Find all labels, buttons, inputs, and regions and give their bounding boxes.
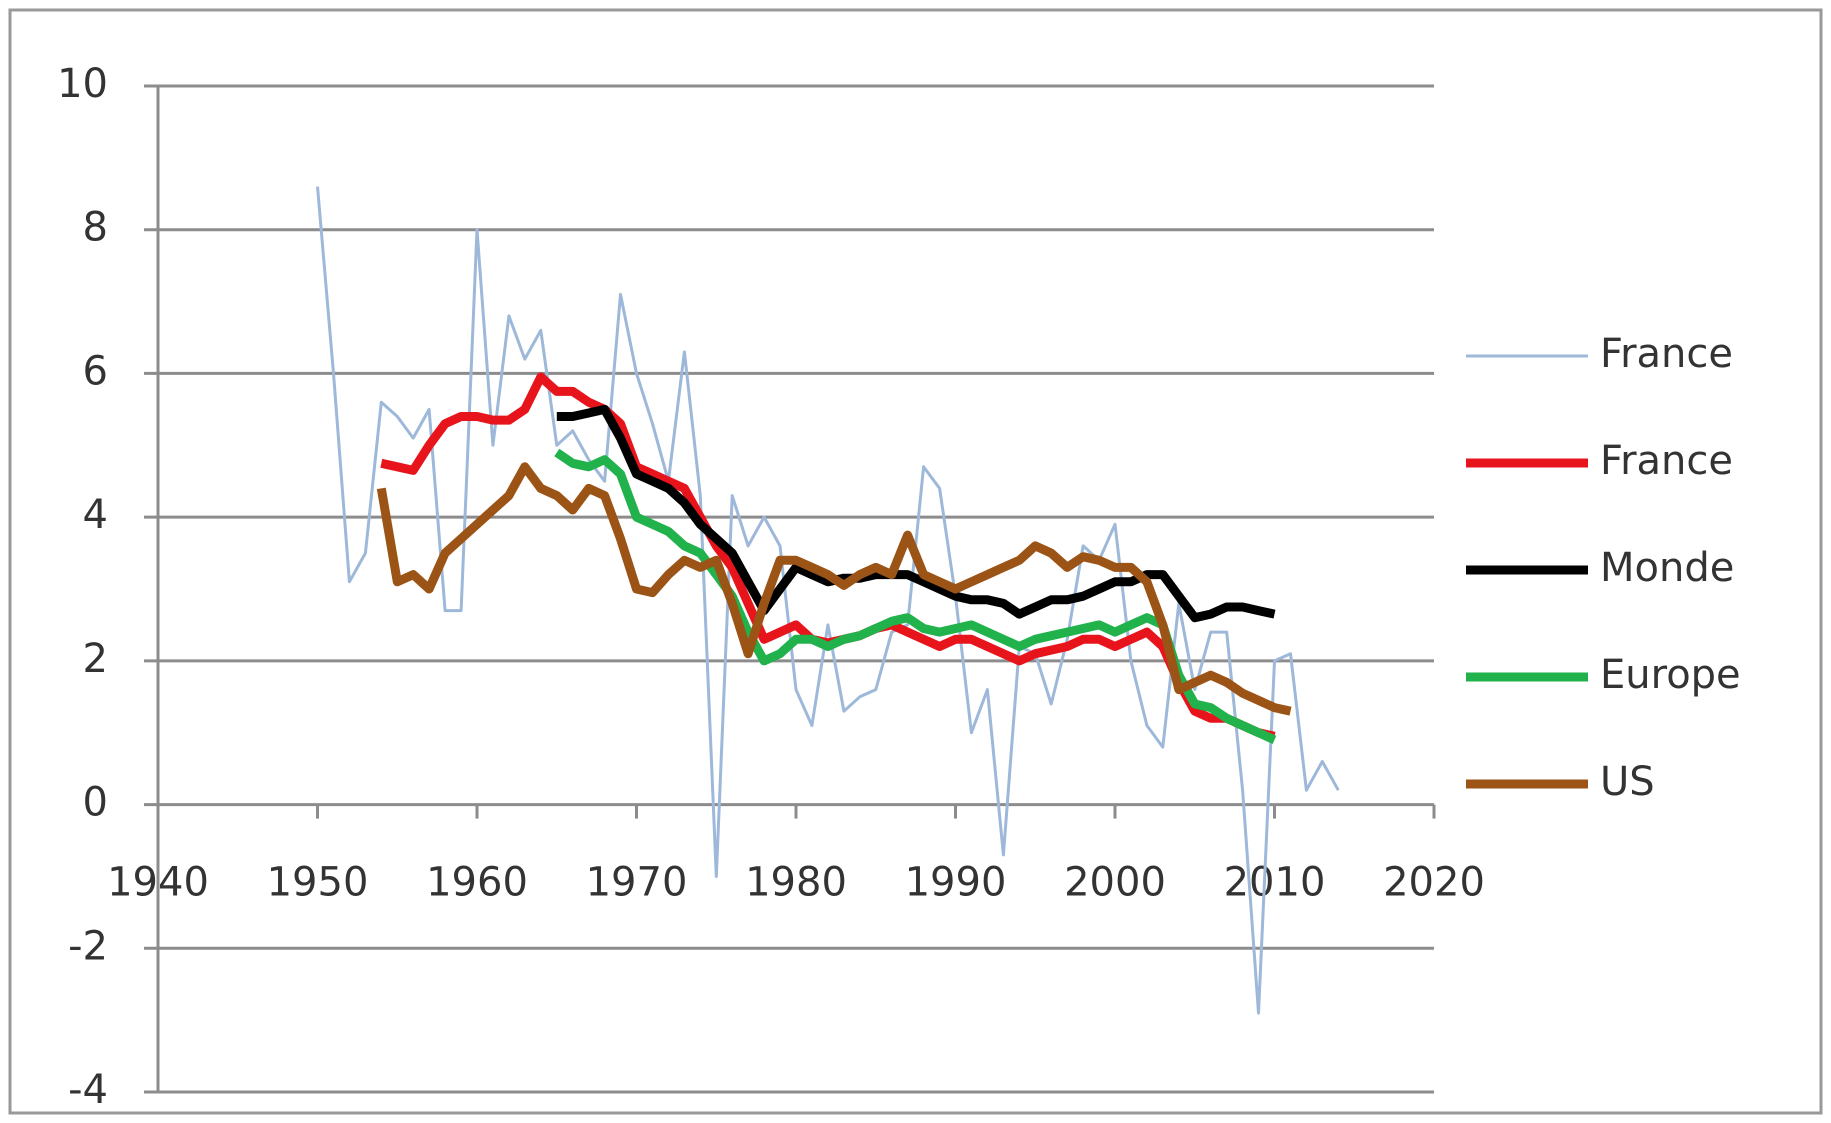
data-line: [556, 404, 1276, 623]
data-line: [376, 462, 1292, 716]
y-tick-label: -2: [68, 923, 108, 969]
legend-label: Europe: [1600, 652, 1741, 698]
x-tick-label: 1980: [745, 860, 847, 906]
data-line: [554, 448, 1277, 745]
x-tick-label: 1960: [426, 860, 528, 906]
y-tick-label: 6: [83, 348, 108, 394]
x-tick-label: 1970: [586, 860, 688, 906]
x-tick-label: 2000: [1064, 860, 1166, 906]
x-tick-label: 2010: [1224, 860, 1326, 906]
x-tick-label: 1940: [107, 860, 209, 906]
y-tick-label: 0: [83, 780, 108, 826]
y-tick-label: 4: [83, 492, 108, 538]
y-tick-label: 2: [83, 636, 108, 682]
x-tick-label: 1950: [267, 860, 369, 906]
x-tick-label: 2020: [1383, 860, 1485, 906]
legend-label: Monde: [1600, 545, 1734, 591]
y-tick-label: -4: [68, 1067, 108, 1113]
legend-label: France: [1600, 331, 1733, 377]
x-tick-label: 1990: [905, 860, 1007, 906]
y-tick-label: 8: [83, 205, 108, 251]
legend-label: France: [1600, 438, 1733, 484]
data-line: [316, 186, 1340, 1015]
y-tick-label: 10: [57, 61, 108, 107]
legend-label: US: [1600, 759, 1655, 805]
